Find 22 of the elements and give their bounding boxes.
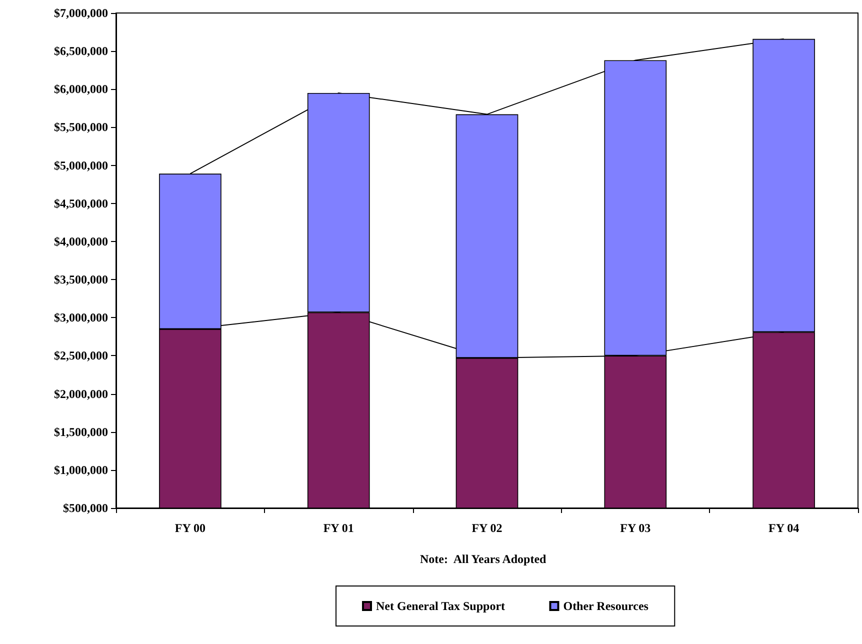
x-tick-label: FY 01 <box>323 521 354 535</box>
y-tick-label: $5,500,000 <box>54 120 108 134</box>
y-tick-label: $1,500,000 <box>54 424 108 439</box>
x-tick-label: FY 00 <box>174 521 206 535</box>
y-tick-label: $3,500,000 <box>54 272 108 287</box>
x-tick-label: FY 04 <box>768 521 800 535</box>
y-tick-label: $1,000,000 <box>54 462 108 477</box>
y-tick-label: $3,000,000 <box>54 310 108 325</box>
y-tick-label: $500,000 <box>63 501 108 515</box>
x-tick-label: FY 02 <box>472 521 502 535</box>
legend-label: Net General Tax Support <box>376 599 506 613</box>
y-tick-label: $6,500,000 <box>54 44 108 58</box>
y-tick-label: $4,000,000 <box>54 234 108 248</box>
y-tick-label: $2,000,000 <box>54 386 108 401</box>
text: Note: All Years Adopted <box>420 552 547 566</box>
y-tick-label: $6,000,000 <box>54 82 108 96</box>
x-tick-label: FY 03 <box>620 521 651 535</box>
y-tick-label: $4,500,000 <box>54 196 108 210</box>
y-tick-label: $5,000,000 <box>54 158 108 172</box>
y-tick-label: $2,500,000 <box>54 348 108 363</box>
legend-label: Other Resources <box>563 599 649 613</box>
y-tick-label: $7,000,000 <box>54 6 108 20</box>
